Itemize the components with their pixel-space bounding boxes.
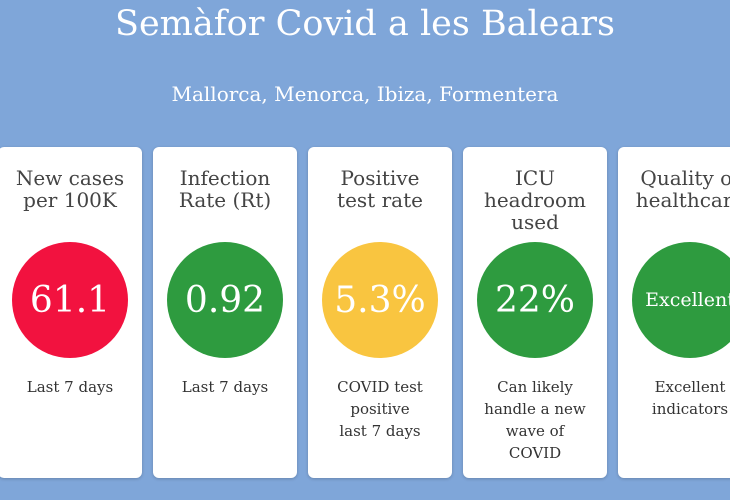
card-label-line: used xyxy=(511,210,559,234)
card-note: Last 7 days xyxy=(0,376,142,398)
card-note: Excellent indicators xyxy=(618,376,730,420)
card-note: Can likely handle a new wave of COVID xyxy=(463,376,607,464)
subtitle: Mallorca, Menorca, Ibiza, Formentera xyxy=(171,82,559,106)
card-label: Quality ofhealthcare xyxy=(618,167,730,211)
metric-card: Infection Rate (Rt) 0.92 Last 7 days xyxy=(153,147,297,478)
status-circle: 22% xyxy=(477,242,593,358)
card-label-line: ICU xyxy=(514,166,556,190)
card-label-line: New cases xyxy=(15,166,125,190)
card-note-line: indicators xyxy=(651,400,729,418)
card-note: COVID test positive last 7 days xyxy=(308,376,452,442)
metric-card: ICU headroom used 22% Can likely handle a new… xyxy=(463,147,607,478)
metric-card: Positive test rate 5.3% COVID test positive l… xyxy=(308,147,452,478)
card-label-line: per 100K xyxy=(23,188,117,212)
card-note-line: COVID test xyxy=(337,378,423,396)
card-label-line: Rate (Rt) xyxy=(178,188,272,212)
metric-card: Quality ofhealthcare Excellent Excellent in… xyxy=(618,147,730,478)
title: Semàfor Covid a les Balears xyxy=(114,4,615,44)
card-label-line: healthcare xyxy=(635,188,730,212)
metric-card: New cases per 100K 61.1 Last 7 days xyxy=(0,147,142,478)
card-note-line: last 7 days xyxy=(339,422,421,440)
status-circle: 5.3% xyxy=(322,242,438,358)
card-note-line: Last 7 days xyxy=(181,378,269,396)
card-note-line: positive xyxy=(350,400,410,418)
card-note-line: wave of xyxy=(505,422,565,440)
card-label-line: Infection xyxy=(179,166,271,190)
card-note-line: Excellent xyxy=(654,378,726,396)
card-label-line: headroom xyxy=(483,188,587,212)
card-label-line: test rate xyxy=(337,188,423,212)
card-label-line: Positive xyxy=(340,166,420,190)
card-label: Positive test rate xyxy=(308,167,452,211)
card-note-line: COVID xyxy=(508,444,562,462)
card-note-line: handle a new xyxy=(484,400,586,418)
card-label: New cases per 100K xyxy=(0,167,142,211)
card-label-line: Quality of xyxy=(640,166,730,190)
card-label: ICU headroom used xyxy=(463,167,607,233)
status-circle: Excellent xyxy=(632,242,730,358)
card-note: Last 7 days xyxy=(153,376,297,398)
card-note-line: Last 7 days xyxy=(26,378,114,396)
card-note-line: Can likely xyxy=(497,378,573,396)
card-label: Infection Rate (Rt) xyxy=(153,167,297,211)
status-circle: 61.1 xyxy=(12,242,128,358)
status-circle: 0.92 xyxy=(167,242,283,358)
